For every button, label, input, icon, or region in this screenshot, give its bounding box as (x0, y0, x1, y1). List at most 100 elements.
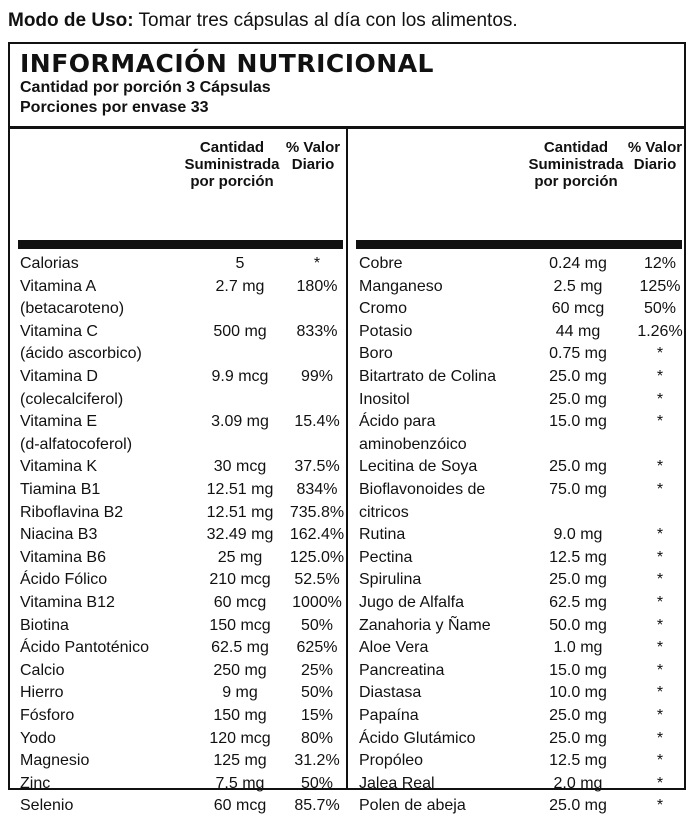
nutrient-name: (ácido ascorbico) (20, 345, 142, 363)
amount-header-line: Cantidad (199, 139, 265, 156)
nutrient-name: Bioflavonoides de (359, 481, 486, 498)
nutrient-daily-value: 15.4% (294, 413, 340, 431)
nutrient-name: citricos (359, 503, 409, 521)
nutrient-amount: 1.0 mg (553, 639, 603, 657)
nutrient-amount: 12.51 mg (206, 503, 274, 521)
nutrient-name: Hierro (20, 684, 64, 702)
nutrient-name: aminobenzóico (359, 435, 467, 453)
nutrient-daily-value: * (656, 481, 664, 498)
nutrient-daily-value: 80% (300, 729, 334, 747)
dv-header: % Valor Diario (280, 139, 346, 173)
nutrient-daily-value: * (656, 774, 664, 792)
amount-header-line: Suministrada (184, 156, 280, 173)
nutrient-amount: 12.51 mg (206, 481, 274, 498)
header-divider (10, 126, 684, 129)
amount-header-line: Cantidad (543, 139, 609, 156)
nutrient-daily-value: * (656, 639, 664, 657)
nutrient-daily-value: * (656, 729, 664, 747)
nutrient-daily-value: 180% (296, 277, 338, 295)
nutrient-amount: 75.0 mg (549, 481, 607, 498)
nutrient-name: Pancreatina (359, 661, 445, 679)
nutrient-daily-value: 50% (300, 684, 334, 702)
nutrient-name: Magnesio (20, 752, 90, 770)
servings-per-container: Porciones por envase 33 (20, 99, 209, 116)
nutrient-daily-value: * (656, 368, 664, 385)
nutrient-name: Boro (359, 345, 393, 363)
nutrient-name: Potasio (359, 322, 413, 340)
nutrient-amount: 5 (235, 255, 245, 272)
nutrient-daily-value: 15% (300, 707, 334, 724)
nutrient-name: Ácido Fólico (20, 571, 108, 589)
nutrient-name: Biotina (20, 616, 69, 634)
thick-rule (18, 240, 343, 249)
nutrient-name: Jugo de Alfalfa (359, 594, 464, 611)
nutrient-daily-value: * (656, 752, 664, 770)
nutrient-amount: 2.5 mg (553, 277, 603, 295)
usage-instructions: Modo de Uso: Tomar tres cápsulas al día … (8, 10, 518, 32)
amount-header: Cantidad Suministrada por porción (182, 139, 282, 190)
nutrient-daily-value: * (656, 707, 664, 724)
nutrient-name: Selenio (20, 797, 74, 815)
nutrient-amount: 25.0 mg (549, 458, 607, 476)
nutrient-daily-value: 162.4% (289, 526, 345, 544)
nutrient-name: Riboflavina B2 (20, 503, 124, 521)
usage-label: Modo de Uso: (8, 10, 134, 31)
nutrient-amount: 12.5 mg (549, 548, 607, 566)
left-column: Cantidad Suministrada por porción % Valo… (10, 129, 348, 814)
nutrient-name: Cromo (359, 300, 408, 318)
panel-title: INFORMACIÓN NUTRICIONAL (20, 49, 434, 78)
nutrient-amount: 62.5 mg (549, 594, 607, 611)
nutrient-daily-value: * (656, 797, 664, 815)
nutrient-name: Lecitina de Soya (359, 458, 478, 476)
nutrient-daily-value: * (656, 458, 664, 476)
nutrient-daily-value: * (656, 571, 664, 589)
nutrient-name: Vitamina K (20, 458, 98, 476)
nutrient-amount: 120 mcg (209, 729, 271, 747)
nutrient-name: Zanahoria y Ñame (359, 616, 491, 634)
nutrient-daily-value: 37.5% (294, 458, 340, 476)
nutrient-amount: 0.24 mg (549, 255, 607, 272)
nutrient-daily-value: * (656, 345, 664, 363)
nutrient-daily-value: * (656, 548, 664, 566)
nutrient-amount: 150 mg (213, 707, 267, 724)
nutrient-amount: 150 mcg (209, 616, 271, 634)
nutrient-amount: 60 mcg (213, 594, 267, 611)
nutrient-name: Pectina (359, 548, 413, 566)
nutrient-amount: 2.0 mg (553, 774, 603, 792)
nutrient-amount: 60 mcg (551, 300, 605, 318)
nutrient-name: Diastasa (359, 684, 422, 702)
nutrient-amount: 32.49 mg (206, 526, 274, 544)
nutrient-name: Ácido Glutámico (359, 729, 476, 747)
nutrient-amount: 7.5 mg (215, 774, 265, 792)
dv-header: % Valor Diario (624, 139, 686, 173)
nutrient-name: Ácido Pantoténico (20, 639, 149, 657)
nutrient-daily-value: * (656, 661, 664, 679)
nutrient-name: Jalea Real (359, 774, 435, 792)
thick-rule (356, 240, 682, 249)
nutrient-amount: 60 mcg (213, 797, 267, 815)
amount-header-line: por porción (534, 173, 618, 190)
nutrient-amount: 50.0 mg (549, 616, 607, 634)
nutrient-name: Inositol (359, 390, 410, 408)
panel-header: INFORMACIÓN NUTRICIONAL Cantidad por por… (20, 50, 434, 118)
nutrient-name: Tiamina B1 (20, 481, 101, 498)
nutrient-daily-value: 735.8% (289, 503, 345, 521)
nutrient-name: Vitamina C (20, 322, 98, 340)
nutrient-daily-value: 125% (639, 277, 681, 295)
nutrient-daily-value: 25% (300, 661, 334, 679)
nutrient-daily-value: 50% (300, 774, 334, 792)
nutrient-name: Calorias (20, 255, 79, 272)
nutrient-name: Vitamina B6 (20, 548, 106, 566)
amount-header-line: Suministrada (528, 156, 624, 173)
nutrient-name: Bitartrato de Colina (359, 368, 496, 385)
nutrient-amount: 2.7 mg (215, 277, 265, 295)
nutrient-amount: 0.75 mg (549, 345, 607, 363)
nutrient-amount: 15.0 mg (549, 413, 607, 431)
amount-header: Cantidad Suministrada por porción (526, 139, 626, 190)
nutrient-amount: 30 mcg (213, 458, 267, 476)
nutrient-name: Vitamina E (20, 413, 98, 431)
dv-header-line: % Valor (627, 139, 683, 156)
nutrient-daily-value: * (656, 594, 664, 611)
nutrient-name: Papaína (359, 707, 419, 724)
nutrient-name: Vitamina B12 (20, 594, 115, 611)
